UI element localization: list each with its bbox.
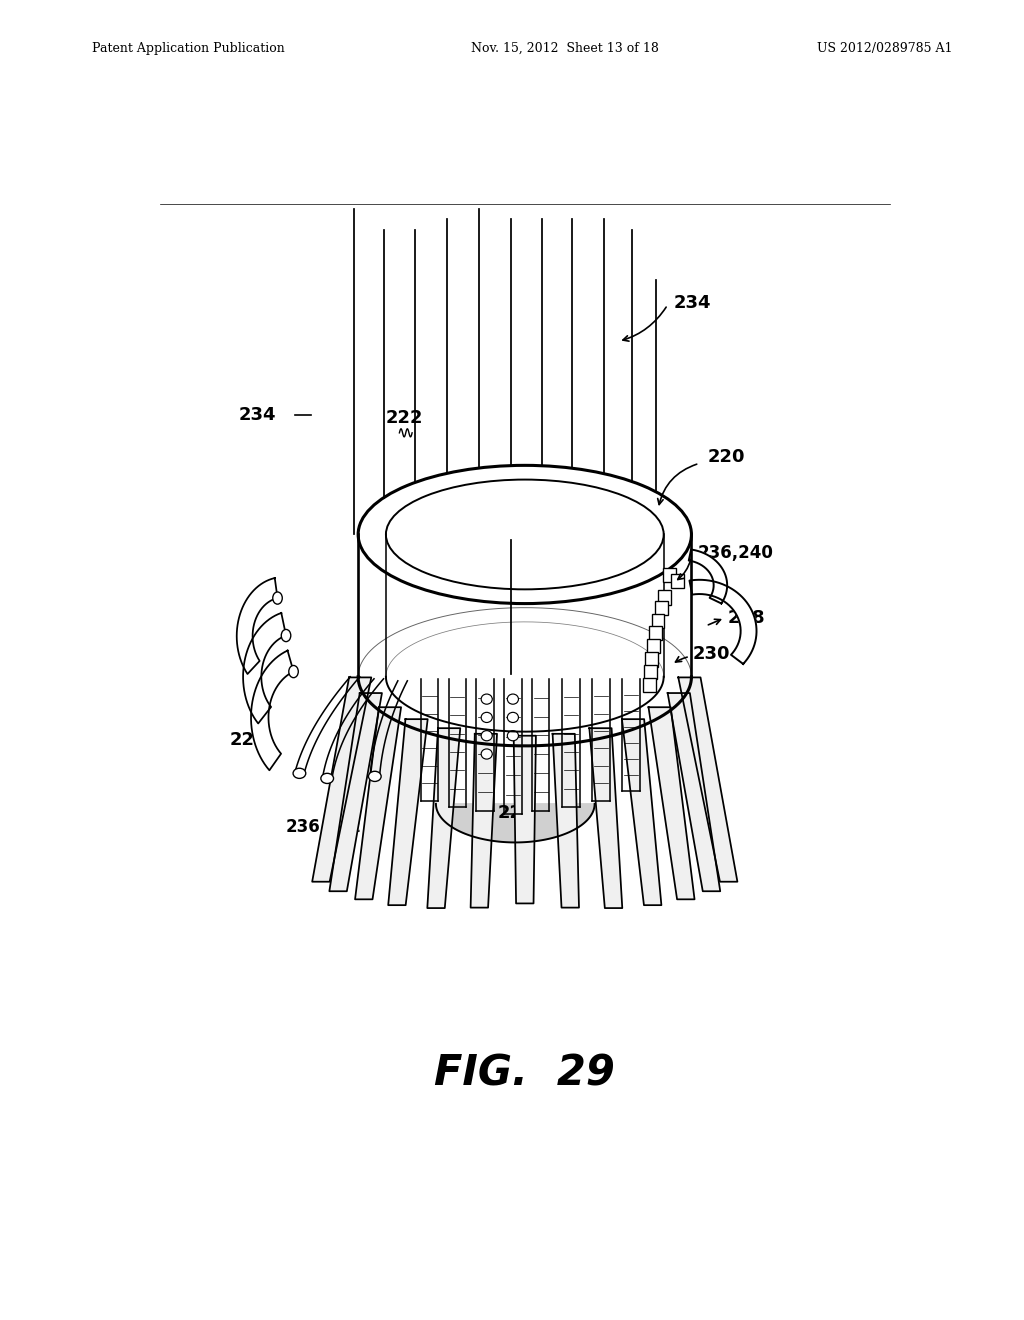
FancyBboxPatch shape [643,677,655,692]
Ellipse shape [289,665,298,677]
Polygon shape [678,677,737,882]
Text: 228: 228 [728,609,766,627]
Text: Nov. 15, 2012  Sheet 13 of 18: Nov. 15, 2012 Sheet 13 of 18 [471,42,658,55]
Text: 234: 234 [240,405,276,424]
Ellipse shape [481,748,493,759]
Ellipse shape [481,731,493,741]
Text: 230: 230 [693,645,730,664]
Ellipse shape [507,694,518,704]
Polygon shape [514,735,536,903]
FancyBboxPatch shape [649,626,663,640]
FancyBboxPatch shape [645,652,658,667]
Ellipse shape [293,768,306,779]
Text: 236,242: 236,242 [285,818,361,836]
Polygon shape [427,729,460,908]
FancyBboxPatch shape [671,574,684,589]
FancyBboxPatch shape [655,601,668,615]
Polygon shape [668,693,720,891]
Text: FIG.  29: FIG. 29 [434,1052,615,1094]
Polygon shape [312,677,372,882]
Polygon shape [471,734,497,908]
Text: 220: 220 [708,449,744,466]
Polygon shape [355,708,401,899]
Text: Patent Application Publication: Patent Application Publication [92,42,285,55]
Polygon shape [689,549,727,603]
FancyBboxPatch shape [663,568,676,582]
Text: 234: 234 [674,294,712,312]
Ellipse shape [321,774,334,784]
Polygon shape [648,708,694,899]
Text: 236,240: 236,240 [697,544,774,562]
FancyBboxPatch shape [652,614,665,628]
FancyBboxPatch shape [647,639,659,653]
Polygon shape [622,719,662,906]
Text: 224: 224 [229,731,267,748]
Polygon shape [590,729,623,908]
Ellipse shape [369,771,381,781]
Polygon shape [243,612,286,723]
Polygon shape [330,693,382,891]
Text: 224: 224 [498,804,536,822]
Polygon shape [553,734,579,908]
Ellipse shape [507,713,518,722]
Polygon shape [251,651,294,771]
Polygon shape [237,578,278,675]
Ellipse shape [507,731,518,741]
Polygon shape [436,804,595,842]
Text: US 2012/0289785 A1: US 2012/0289785 A1 [817,42,952,55]
Polygon shape [689,579,757,664]
Ellipse shape [481,713,493,722]
Ellipse shape [272,591,283,605]
Ellipse shape [481,694,493,704]
Polygon shape [388,719,428,906]
Ellipse shape [282,630,291,642]
Text: 222: 222 [385,409,423,426]
FancyBboxPatch shape [658,590,671,605]
FancyBboxPatch shape [644,664,656,678]
